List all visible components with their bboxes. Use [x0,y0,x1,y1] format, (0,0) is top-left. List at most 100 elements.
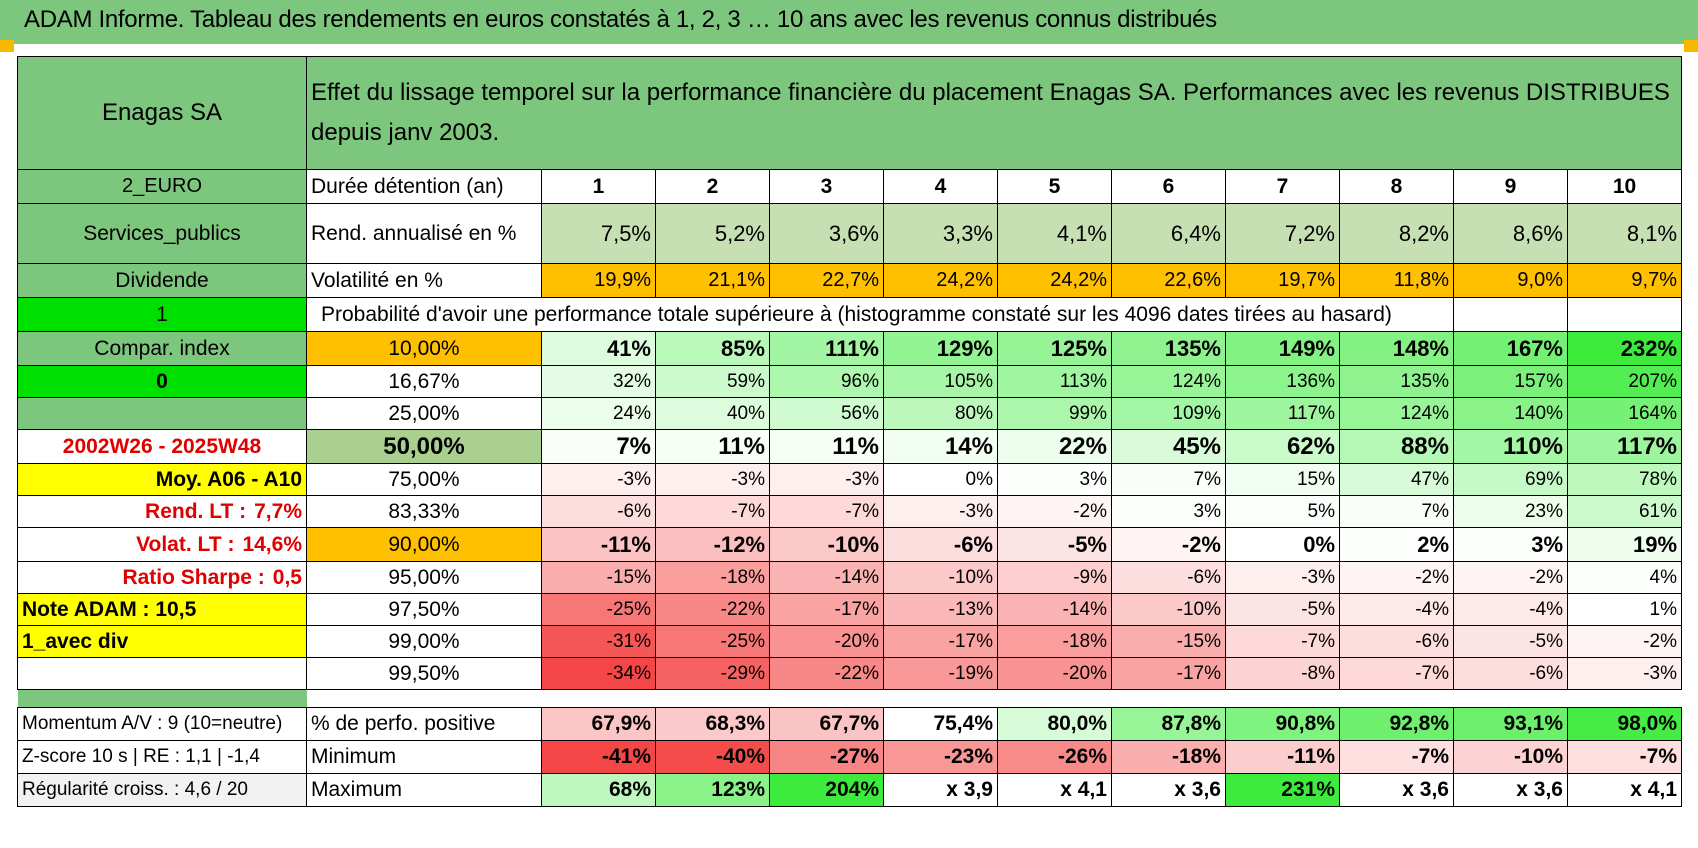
quantile-value: 59% [655,365,770,398]
quantile-value: -7% [1225,625,1340,658]
quantile-value: -17% [769,593,884,626]
quantile-label: 16,67% [306,365,542,398]
quantile-value: 45% [1111,429,1226,464]
quantile-value: -3% [1566,657,1683,690]
quantile-label: 25,00% [306,397,542,430]
spacer-green [17,689,307,708]
quantile-value: 109% [1111,397,1226,430]
quantile-value: 40% [655,397,770,430]
quantile-value: 22% [997,429,1112,464]
quantile-value: 85% [655,331,770,366]
quantile-value: 124% [1111,365,1226,398]
bottom-value: 67,7% [769,707,884,741]
quantile-value: 148% [1339,331,1454,366]
report-title: ADAM Informe. Tableau des rendements en … [24,6,1217,33]
period-label: 2002W26 - 2025W48 [17,429,307,464]
sharpe-ratio-value: 0,5 [272,565,302,589]
duration-cell: 3 [769,169,884,204]
quantile-value: -10% [769,527,884,562]
quantile-value: -34% [541,657,656,690]
quantile-value: 164% [1566,397,1683,430]
bottom-value: 98,0% [1566,707,1683,741]
quantile-value: -7% [769,495,884,528]
quantile-value: -9% [997,561,1112,594]
bottom-value: 204% [769,773,884,807]
quantile-value: 7% [1111,463,1226,496]
quantile-label: 90,00% [306,527,542,562]
quantile-label: 99,50% [306,657,542,690]
quantile-value: -20% [769,625,884,658]
corner-marker [0,40,14,52]
bottom-value: 92,8% [1339,707,1454,741]
quantile-label: 95,00% [306,561,542,594]
bottom-value: -41% [541,740,656,774]
quantile-value: 96% [769,365,884,398]
quantile-value: 140% [1453,397,1568,430]
probability-title: Probabilité d'avoir une performance tota… [306,297,1454,332]
quantile-value: -6% [883,527,998,562]
quantile-value: -3% [883,495,998,528]
quantile-label: 50,00% [306,429,542,464]
bottom-value: -23% [883,740,998,774]
quantile-value: -17% [883,625,998,658]
quantile-value: 129% [883,331,998,366]
corner-marker [1684,40,1698,52]
bottom-value: -18% [1111,740,1226,774]
rend-cell: 3,3% [883,203,998,264]
quantile-value: -10% [883,561,998,594]
quantile-value: -4% [1453,593,1568,626]
bottom-value: 87,8% [1111,707,1226,741]
quantile-label: 10,00% [306,331,542,366]
table-description-text: Effet du lissage temporel sur la perform… [311,79,1670,146]
quantile-value: 0% [1225,527,1340,562]
quantile-value: -8% [1225,657,1340,690]
quantile-value: -4% [1339,593,1454,626]
quantile-value: 113% [997,365,1112,398]
vol-cell: 24,2% [883,263,998,298]
bottom-value: x 3,9 [883,773,998,807]
bottom-value: 68,3% [655,707,770,741]
bottom-value: 75,4% [883,707,998,741]
quantile-value: -2% [1453,561,1568,594]
rend-lt-label: Rend. LT : [145,499,247,523]
income-type-label: Dividende [17,263,307,298]
empty-cell [1566,297,1683,332]
duration-cell: 7 [1225,169,1340,204]
duration-cell: 5 [997,169,1112,204]
quantile-label: 97,50% [306,593,542,626]
bottom-value: -11% [1225,740,1340,774]
quantile-value: 24% [541,397,656,430]
regularite-label: Régularité croiss. : 4,6 / 20 [17,773,307,807]
quantile-label: 99,00% [306,625,542,658]
quantile-value: -18% [655,561,770,594]
compar-index-label: Compar. index [17,331,307,366]
quantile-value: 41% [541,331,656,366]
quantile-value: 167% [1453,331,1568,366]
vol-cell: 22,6% [1111,263,1226,298]
quantile-value: 135% [1111,331,1226,366]
quantile-value: -6% [1339,625,1454,658]
sector-label: Services_publics [17,203,307,264]
quantile-value: -18% [997,625,1112,658]
duration-cell: 2 [655,169,770,204]
quantile-value: 11% [769,429,884,464]
quantile-value: 47% [1339,463,1454,496]
quantile-value: -7% [655,495,770,528]
quantile-value: 19% [1566,527,1683,562]
quantile-value: -6% [541,495,656,528]
quantile-value: -14% [997,593,1112,626]
bottom-value: -26% [997,740,1112,774]
duration-cell: 10 [1566,169,1683,204]
rend-lt-value: 7,7% [254,499,302,523]
quantile-label: 75,00% [306,463,542,496]
quantile-value: -25% [541,593,656,626]
duration-cell: 4 [883,169,998,204]
quantile-value: 61% [1566,495,1683,528]
moy-label: Moy. A06 - A10 [17,463,307,496]
flag-cell-0: 0 [17,365,307,398]
quantile-value: -6% [1111,561,1226,594]
quantile-value: -12% [655,527,770,562]
quantile-value: -2% [1339,561,1454,594]
quantile-value: 207% [1566,365,1683,398]
flag-cell-1: 1 [17,297,307,332]
